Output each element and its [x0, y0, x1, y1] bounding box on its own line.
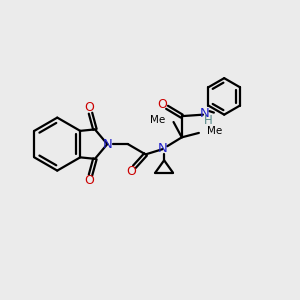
- Text: N: N: [158, 142, 167, 155]
- Text: H: H: [204, 114, 213, 127]
- Text: O: O: [127, 165, 136, 178]
- Text: O: O: [84, 101, 94, 114]
- Text: O: O: [84, 174, 94, 187]
- Text: Me: Me: [150, 115, 166, 125]
- Text: N: N: [200, 107, 209, 120]
- Text: N: N: [103, 138, 113, 151]
- Text: Me: Me: [207, 126, 222, 136]
- Text: O: O: [157, 98, 167, 111]
